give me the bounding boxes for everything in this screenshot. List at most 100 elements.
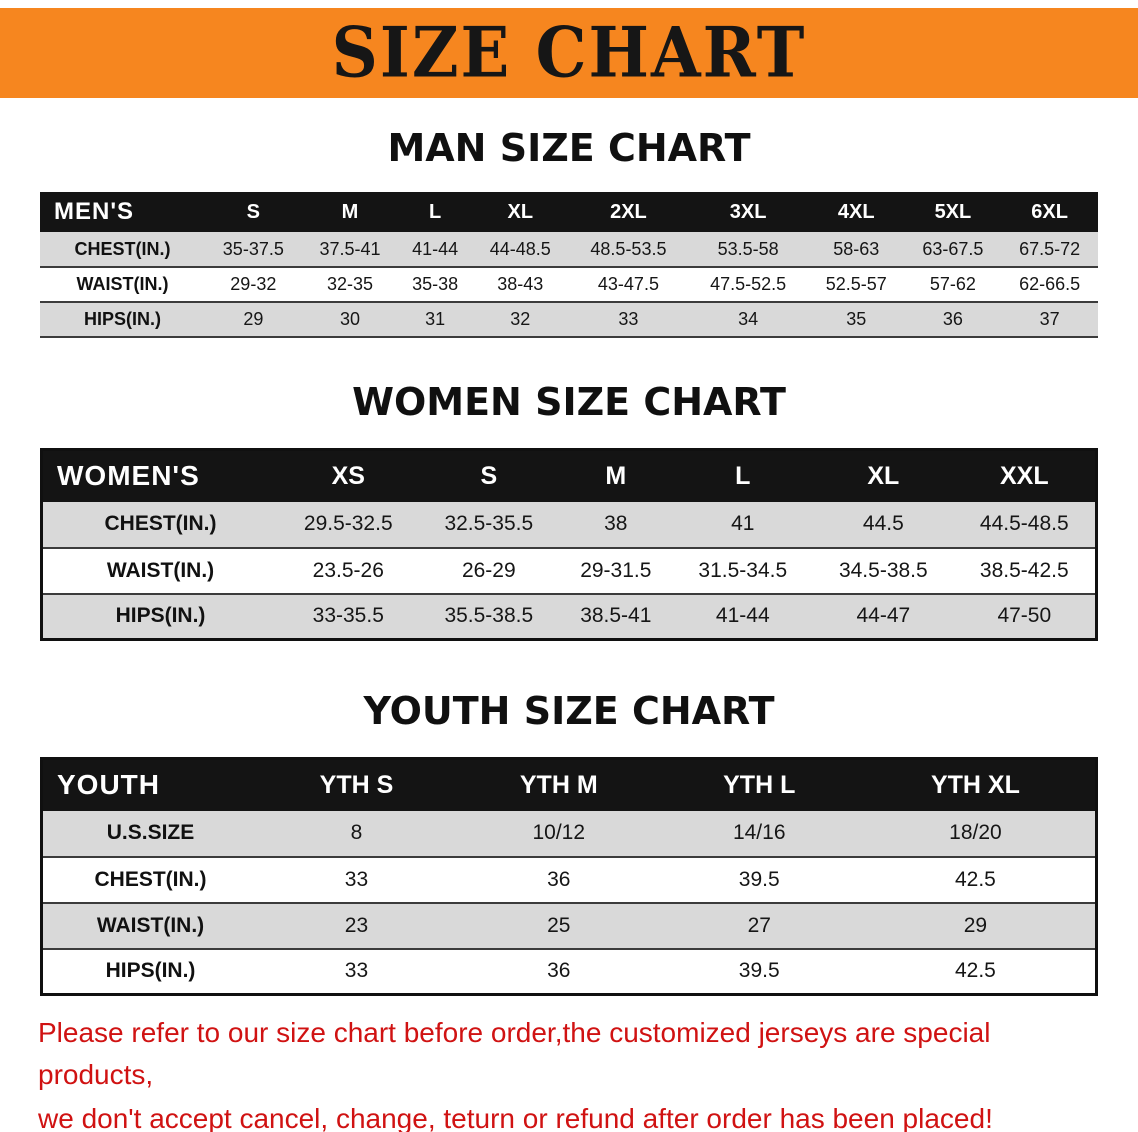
table-title-cell: MEN'S [54, 198, 135, 225]
size-value-cell: 29-31.5 [580, 558, 652, 582]
header-row: YOUTH YTH S YTH M YTH L YTH XL [41, 758, 1097, 811]
size-value-cell: 29 [243, 309, 264, 329]
size-value-cell: 36 [547, 867, 571, 891]
row-label-cell: HIPS(IN.) [115, 604, 206, 628]
size-column-header: XL [507, 200, 534, 223]
size-column-header: M [605, 461, 627, 490]
table-title-cell: YOUTH [57, 769, 160, 801]
size-value-cell: 43-47.5 [597, 274, 659, 294]
size-value-cell: 23 [344, 913, 369, 937]
size-value-cell: 44.5-48.5 [979, 512, 1069, 535]
size-value-cell: 18/20 [949, 821, 1002, 844]
size-value-cell: 37 [1039, 309, 1060, 329]
size-row: HIPS(IN.) 33 36 39.5 42.5 [41, 948, 1097, 995]
row-label-cell: WAIST(IN.) [76, 274, 169, 294]
size-value-cell: 33 [344, 867, 369, 891]
size-value-cell: 38-43 [497, 274, 544, 294]
size-column-header: L [735, 461, 751, 490]
size-value-cell: 63-67.5 [922, 238, 984, 259]
size-value-cell: 42.5 [954, 867, 996, 891]
size-value-cell: 25 [547, 913, 571, 937]
size-value-cell: 47.5-52.5 [710, 274, 787, 294]
disclaimer-line-1: Please refer to our size chart before or… [38, 1017, 991, 1090]
row-label-cell: U.S.SIZE [106, 821, 195, 844]
size-value-cell: 29.5-32.5 [303, 512, 393, 535]
size-column-header: M [341, 200, 359, 223]
size-value-cell: 41-44 [412, 238, 459, 259]
size-column-header: S [246, 200, 260, 223]
table-title-cell: WOMEN'S [57, 460, 200, 492]
section-men: MAN SIZE CHART MEN'S S M L XL 2XL 3XL 4XL 5XL 6XL… [0, 98, 1138, 338]
size-value-cell: 39.5 [738, 959, 780, 983]
men-section-heading: MAN SIZE CHART [387, 126, 751, 170]
size-value-cell: 58-63 [833, 238, 880, 259]
size-column-header: XXL [999, 461, 1049, 490]
size-value-cell: 8 [350, 821, 363, 844]
row-label-cell: CHEST(IN.) [94, 867, 207, 891]
disclaimer-line-2: we don't accept cancel, change, teturn o… [38, 1103, 993, 1132]
size-value-cell: 30 [339, 309, 360, 329]
size-value-cell: 35.5-38.5 [444, 604, 534, 628]
size-value-cell: 44-47 [856, 604, 911, 628]
size-value-cell: 32-35 [326, 274, 373, 294]
size-value-cell: 31 [425, 309, 446, 329]
section-women: WOMEN SIZE CHART WOMEN'S XS S M L XL XXL CHEST(… [0, 338, 1138, 641]
row-label-cell: CHEST(IN.) [74, 238, 171, 259]
size-value-cell: 10/12 [532, 821, 586, 844]
size-value-cell: 38.5-41 [580, 604, 652, 628]
size-column-header: 5XL [934, 200, 972, 223]
row-label-cell: HIPS(IN.) [105, 959, 196, 983]
size-column-header: 3XL [729, 200, 767, 223]
size-value-cell: 36 [547, 959, 571, 983]
size-value-cell: 35-38 [412, 274, 459, 294]
size-value-cell: 27 [747, 913, 771, 937]
header-row: WOMEN'S XS S M L XL XXL [41, 449, 1097, 502]
size-column-header: L [429, 200, 442, 223]
size-row: CHEST(IN.) 33 36 39.5 42.5 [41, 856, 1097, 903]
size-column-header: YTH S [319, 770, 394, 799]
size-value-cell: 37.5-41 [319, 238, 381, 259]
header-row: MEN'S S M L XL 2XL 3XL 4XL 5XL 6XL [40, 192, 1098, 232]
size-column-header: XL [867, 461, 900, 490]
size-row: WAIST(IN.) 29-32 32-35 35-38 38-43 43-47.5 47.… [40, 267, 1098, 302]
size-column-header: 2XL [610, 200, 647, 223]
size-value-cell: 35-37.5 [222, 238, 284, 259]
banner: SIZE CHART [0, 8, 1138, 98]
size-column-header: YTH L [723, 770, 796, 799]
size-value-cell: 32 [510, 309, 531, 329]
size-row: U.S.SIZE 8 10/12 14/16 18/20 [41, 810, 1097, 857]
youth-section-heading: YOUTH SIZE CHART [363, 689, 775, 733]
size-value-cell: 29-32 [230, 274, 277, 294]
size-value-cell: 44.5 [862, 512, 904, 535]
size-value-cell: 14/16 [732, 821, 786, 844]
men-size-table: MEN'S S M L XL 2XL 3XL 4XL 5XL 6XL CHEST(IN.) 35-37… [40, 192, 1098, 338]
size-row: CHEST(IN.) 29.5-32.5 32.5-35.5 38 41 44.5 44.5… [41, 501, 1097, 548]
row-label-cell: HIPS(IN.) [83, 309, 161, 329]
size-row: HIPS(IN.) 33-35.5 35.5-38.5 38.5-41 41-44 44-… [41, 593, 1097, 640]
row-label-cell: WAIST(IN.) [96, 913, 205, 937]
size-column-header: YTH XL [930, 770, 1020, 799]
women-section-heading: WOMEN SIZE CHART [352, 380, 786, 424]
size-value-cell: 38.5-42.5 [979, 558, 1069, 582]
size-value-cell: 35 [846, 309, 867, 329]
size-value-cell: 39.5 [738, 867, 780, 891]
youth-size-table: YOUTH YTH S YTH M YTH L YTH XL U.S.SIZE 8 10/12… [40, 757, 1098, 996]
size-row: CHEST(IN.) 35-37.5 37.5-41 41-44 44-48.5 48.5… [40, 232, 1098, 267]
size-value-cell: 38 [604, 512, 628, 535]
row-label-cell: WAIST(IN.) [106, 558, 215, 582]
size-value-cell: 53.5-58 [717, 238, 779, 259]
section-youth: YOUTH SIZE CHART YOUTH YTH S YTH M YTH L YTH… [0, 641, 1138, 996]
size-value-cell: 36 [942, 309, 963, 329]
size-value-cell: 32.5-35.5 [444, 512, 534, 535]
size-value-cell: 42.5 [954, 959, 996, 983]
size-value-cell: 57-62 [929, 274, 976, 294]
size-value-cell: 23.5-26 [312, 558, 384, 582]
size-row: HIPS(IN.) 29 30 31 32 33 34 35 36 37 [40, 302, 1098, 337]
size-value-cell: 62-66.5 [1019, 274, 1081, 294]
size-column-header: 6XL [1031, 200, 1068, 223]
row-label-cell: CHEST(IN.) [104, 512, 217, 535]
size-column-header: YTH M [519, 770, 598, 799]
size-value-cell: 44-48.5 [489, 238, 551, 259]
size-value-cell: 41 [731, 512, 755, 535]
